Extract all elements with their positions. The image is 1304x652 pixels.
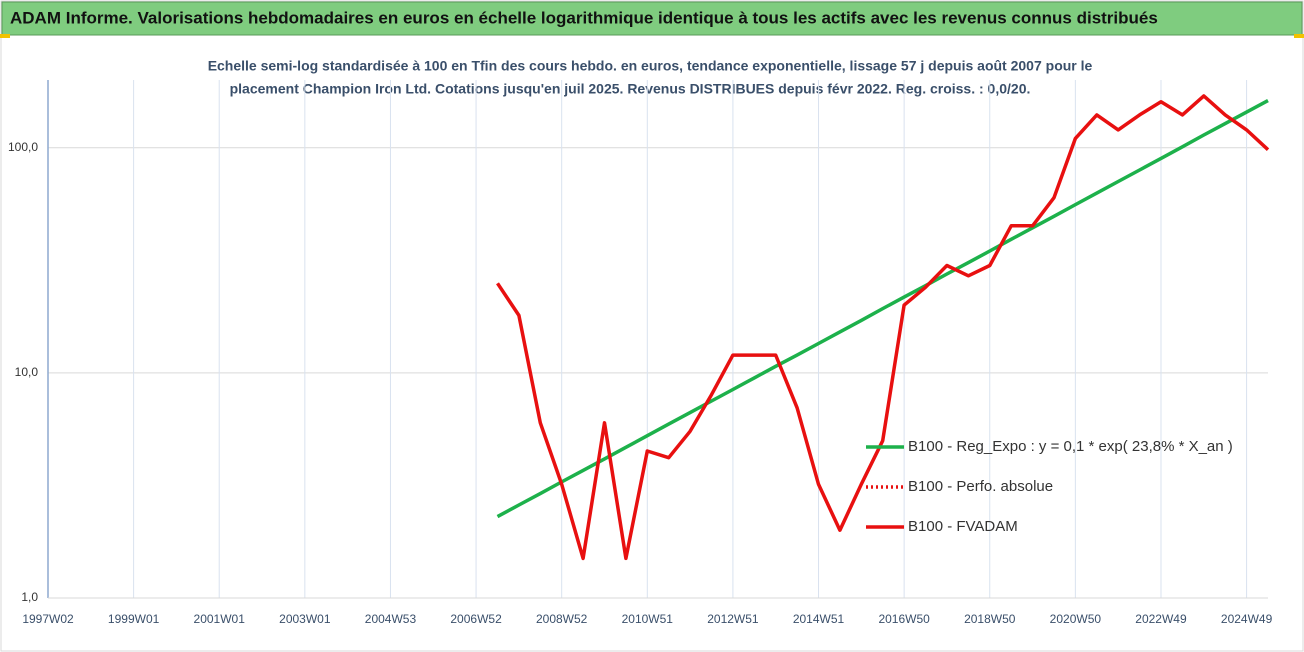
x-tick-label: 2024W49 — [1221, 612, 1273, 626]
x-tick-label: 2004W53 — [365, 612, 417, 626]
series-line — [496, 99, 1269, 519]
y-tick-label: 10,0 — [15, 365, 39, 379]
legend-label: B100 - Reg_Expo : y = 0,1 * exp( 23,8% *… — [908, 438, 1233, 455]
x-tick-label: 2001W01 — [194, 612, 246, 626]
plot-area: 1,0 10,0 100,0 1997W02 1999W01 2001W01 2003W01… — [8, 80, 1273, 626]
x-tick-label: 2014W51 — [793, 612, 845, 626]
x-tick-label: 1997W02 — [22, 612, 74, 626]
series-line — [496, 94, 1270, 561]
y-tick-label: 1,0 — [21, 590, 38, 604]
x-tick-label: 2006W52 — [450, 612, 502, 626]
title-bar — [1, 1, 1303, 36]
chart-title: ADAM Informe. Valorisations hebdomadaire… — [10, 8, 1158, 27]
y-tick-label: 100,0 — [8, 140, 38, 154]
x-tick-label: 2003W01 — [279, 612, 331, 626]
x-tick-label: 2012W51 — [707, 612, 759, 626]
x-tick-label: 2016W50 — [878, 612, 930, 626]
x-tick-label: 2022W49 — [1135, 612, 1187, 626]
x-tick-label: 2008W52 — [536, 612, 588, 626]
x-tick-label: 1999W01 — [108, 612, 160, 626]
legend-label: B100 - FVADAM — [908, 518, 1018, 535]
chart-subtitle: placement Champion Iron Ltd. Cotations j… — [230, 81, 1031, 97]
corner — [1294, 34, 1304, 38]
corner — [0, 34, 10, 38]
chart-subtitle: Echelle semi-log standardisée à 100 en T… — [208, 58, 1093, 74]
x-tick-label: 2010W51 — [622, 612, 674, 626]
x-tick-label: 2020W50 — [1050, 612, 1102, 626]
legend-label: B100 - Perfo. absolue — [908, 478, 1053, 495]
x-tick-label: 2018W50 — [964, 612, 1016, 626]
